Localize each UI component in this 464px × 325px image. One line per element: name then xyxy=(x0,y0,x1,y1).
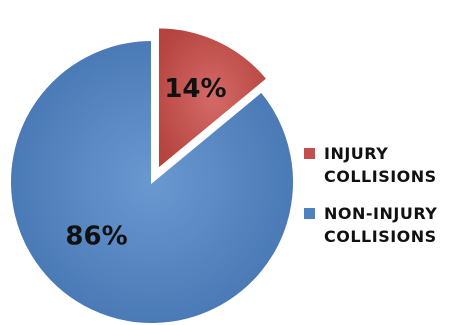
pie-slice-non-injury xyxy=(9,38,295,325)
legend-item-non-injury-collisions: NON-INJURY COLLISIONS xyxy=(304,202,464,248)
legend: INJURY COLLISIONS NON-INJURY COLLISIONS xyxy=(304,142,464,262)
legend-label-non-injury: NON-INJURY COLLISIONS xyxy=(324,204,438,246)
pie-slice-injury xyxy=(156,26,269,172)
legend-swatch-non-injury xyxy=(304,208,315,219)
legend-swatch-injury xyxy=(304,148,315,159)
legend-item-injury-collisions: INJURY COLLISIONS xyxy=(304,142,464,188)
data-label-non-injury: 86% xyxy=(65,221,127,251)
data-label-injury: 14% xyxy=(164,74,226,104)
legend-label-injury: INJURY COLLISIONS xyxy=(324,144,437,186)
